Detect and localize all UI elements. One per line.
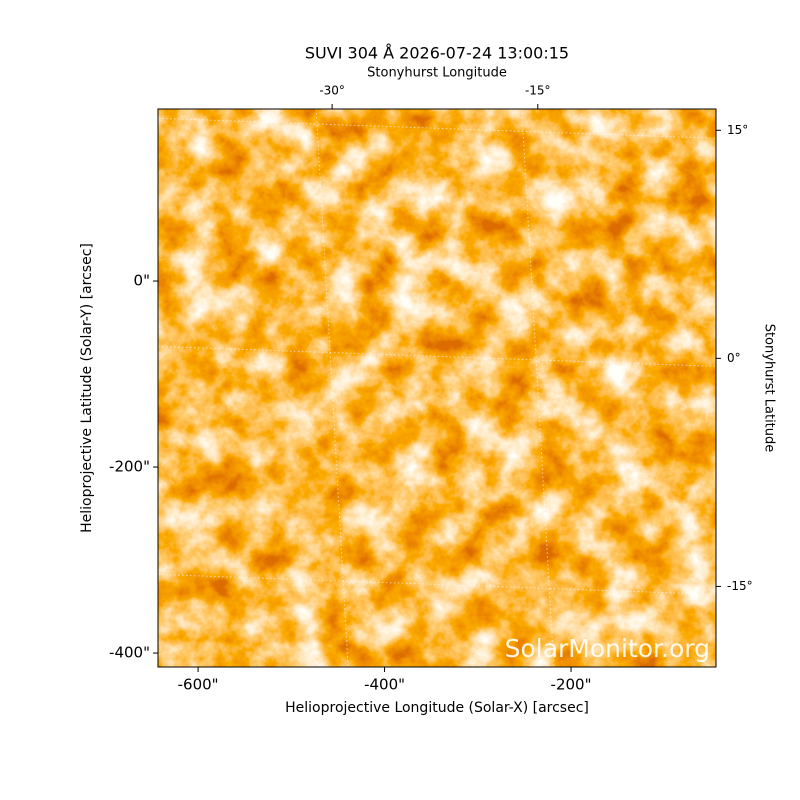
- grid-line: [158, 573, 716, 595]
- plot-frame: [157, 108, 717, 668]
- y-tick-label: 0": [134, 272, 150, 290]
- x-tick-label: -200": [551, 676, 592, 694]
- y-axis-label: Helioprojective Latitude (Solar-Y) [arcs…: [79, 243, 95, 533]
- y2-tick-label: 0°: [727, 351, 741, 365]
- watermark: SolarMonitor.org: [505, 634, 710, 663]
- x-tick-label: -600": [178, 676, 219, 694]
- x-axis-label: Helioprojective Longitude (Solar-X) [arc…: [285, 700, 589, 716]
- x2-tick-label: -15°: [525, 84, 551, 98]
- grid-line: [521, 109, 555, 667]
- x-tick-label: -400": [364, 676, 405, 694]
- grid-line: [158, 117, 716, 139]
- grid-line: [158, 345, 716, 367]
- y2-tick-label: -15°: [727, 579, 753, 593]
- x2-tick-label: -30°: [319, 84, 345, 98]
- y-tick-label: -400": [109, 644, 150, 662]
- y2-axis-label: Stonyhurst Latitude: [762, 324, 777, 453]
- chart-title: SUVI 304 Å 2026-07-24 13:00:15: [305, 44, 569, 63]
- x2-axis-label: Stonyhurst Longitude: [367, 66, 507, 81]
- y2-tick-label: 15°: [727, 123, 748, 137]
- y-tick-label: -200": [109, 458, 150, 476]
- solar-image: [158, 109, 716, 667]
- grid-line: [315, 109, 349, 667]
